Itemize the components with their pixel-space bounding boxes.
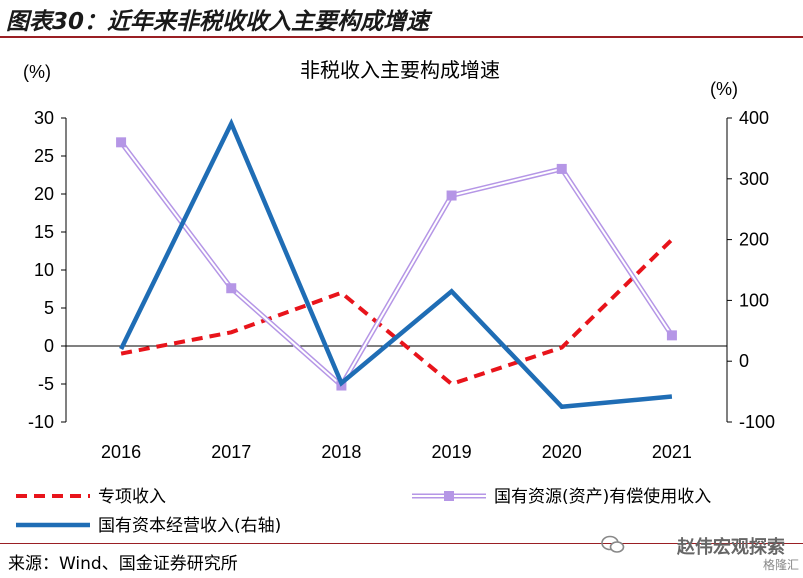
chart: 非税收入主要构成增速 (%) (%) -10 -5 0 5 10 15 20 25 30 -100… [16, 58, 775, 536]
x-tick-label: 2021 [652, 442, 692, 462]
watermark: 赵伟宏观探索 [677, 537, 785, 558]
legend-label: 专项收入 [98, 487, 166, 507]
series-resource-revenue-marker [116, 137, 127, 148]
figure-title: 图表30：近年来非税收收入主要构成增速 [6, 9, 430, 35]
left-tick-label: 0 [44, 336, 54, 356]
right-tick-label: 100 [739, 290, 769, 310]
chart-title: 非税收入主要构成增速 [300, 58, 500, 82]
legend-label: 国有资本经营收入(右轴) [98, 516, 281, 536]
series-special-revenue-line [120, 238, 674, 387]
series-state-capital-line [119, 118, 673, 410]
x-tick-label: 2018 [321, 442, 361, 462]
watermark-sub: 格隆汇 [762, 558, 799, 572]
series-resource-revenue-marker [446, 190, 457, 201]
series-resource-revenue-line-inner [120, 141, 673, 388]
source-note: 来源：Wind、国金证券研究所 [8, 554, 238, 574]
left-tick-label: 20 [34, 184, 54, 204]
series-resource-revenue-marker [226, 283, 237, 294]
title-divider [0, 36, 803, 38]
left-tick-label: 10 [34, 260, 54, 280]
right-axis-unit: (%) [710, 79, 738, 99]
series-resource-revenue-marker [556, 163, 567, 174]
x-tick-label: 2020 [542, 442, 582, 462]
left-tick-label: 15 [34, 222, 54, 242]
left-tick-label: -5 [38, 374, 54, 394]
left-tick-label: 5 [44, 298, 54, 318]
right-tick-label: 400 [739, 108, 769, 128]
right-tick-label: 0 [739, 351, 749, 371]
series-resource-revenue-marker [666, 330, 677, 341]
left-tick-label: 25 [34, 146, 54, 166]
left-tick-label: -10 [28, 412, 54, 432]
left-axis-unit: (%) [23, 62, 51, 82]
left-tick-label: 30 [34, 108, 54, 128]
x-tick-label: 2016 [101, 442, 141, 462]
wechat-icon [601, 535, 625, 553]
right-tick-label: 300 [739, 169, 769, 189]
right-tick-label: 200 [739, 230, 769, 250]
right-tick-label: -100 [739, 412, 775, 432]
source-divider [0, 543, 803, 544]
legend-label: 国有资源(资产)有偿使用收入 [494, 486, 711, 507]
x-tick-label: 2017 [211, 442, 251, 462]
legend-marker-resource-revenue [444, 491, 454, 501]
x-tick-label: 2019 [432, 442, 472, 462]
